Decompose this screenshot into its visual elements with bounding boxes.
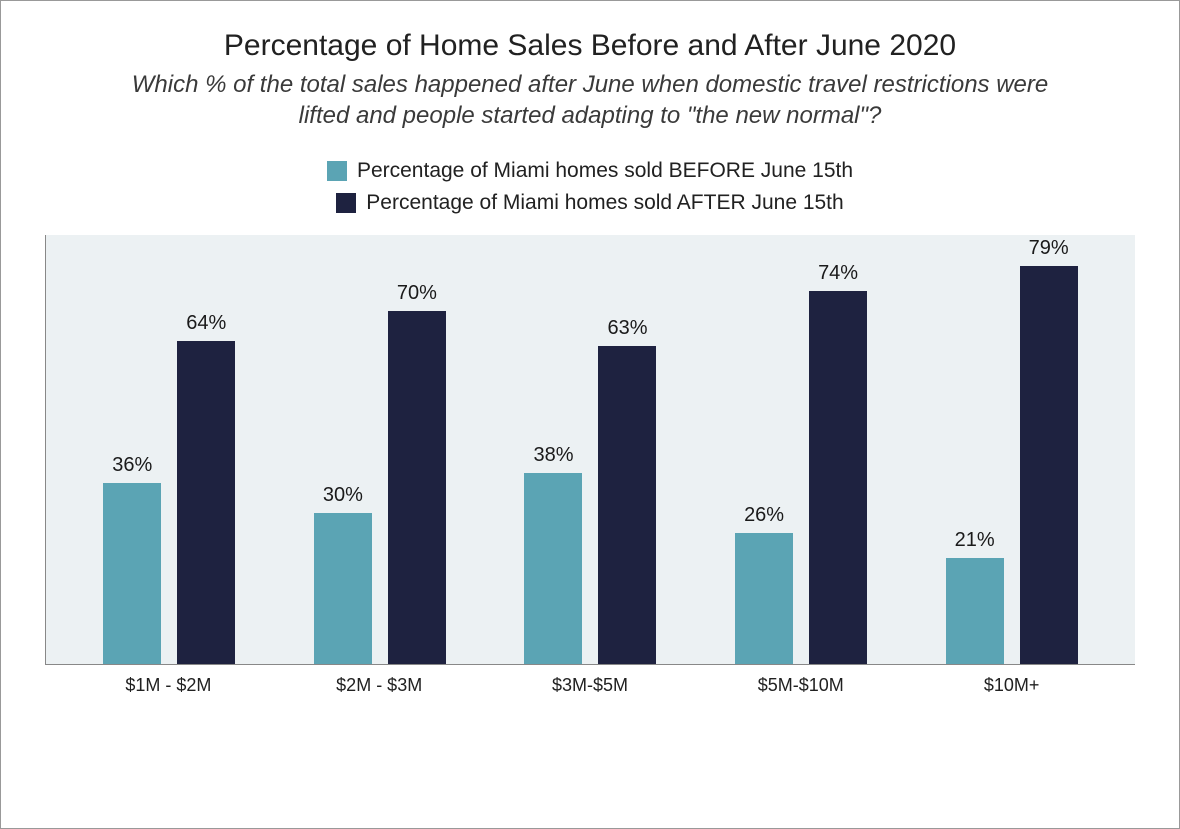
bar-group: 30% 70% [275,235,486,664]
bar-group: 36% 64% [64,235,275,664]
x-axis-label: $1M - $2M [63,675,274,696]
x-axis-label: $10M+ [906,675,1117,696]
x-axis-label: $2M - $3M [274,675,485,696]
bar-group: 21% 79% [906,235,1117,664]
bar-value-label: 21% [955,529,995,552]
bar-after [598,346,656,664]
bar-col-before: 26% [735,235,793,664]
bar-col-before: 30% [314,235,372,664]
bar-before [735,533,793,664]
bar-before [314,513,372,664]
bar-col-after: 64% [177,235,235,664]
bar-before [946,558,1004,664]
bar-col-after: 70% [388,235,446,664]
bar-value-label: 64% [186,312,226,335]
x-axis-label: $5M-$10M [695,675,906,696]
bar-col-after: 74% [809,235,867,664]
bar-after [809,291,867,664]
bar-col-after: 79% [1020,235,1078,664]
legend-item-after: Percentage of Miami homes sold AFTER Jun… [45,191,1135,215]
bar-before [524,473,582,665]
bar-value-label: 26% [744,504,784,527]
bar-value-label: 36% [112,454,152,477]
legend-swatch-before [327,161,347,181]
bar-group: 26% 74% [696,235,907,664]
bar-value-label: 70% [397,282,437,305]
chart-legend: Percentage of Miami homes sold BEFORE Ju… [45,159,1135,215]
legend-swatch-after [336,193,356,213]
chart-title: Percentage of Home Sales Before and Afte… [45,29,1135,63]
bar-col-after: 63% [598,235,656,664]
chart-plot-area: 36% 64% 30% 70% 38% 63% 26% 74% 21% 79% [45,235,1135,665]
legend-label-before: Percentage of Miami homes sold BEFORE Ju… [357,159,853,183]
bar-before [103,483,161,665]
bar-value-label: 79% [1029,237,1069,260]
bar-col-before: 38% [524,235,582,664]
chart-plot-wrap: 36% 64% 30% 70% 38% 63% 26% 74% 21% 79% $1M - $2M… [45,235,1135,696]
legend-label-after: Percentage of Miami homes sold AFTER Jun… [366,191,843,215]
bar-after [177,341,235,664]
bar-after [388,311,446,664]
legend-item-before: Percentage of Miami homes sold BEFORE Ju… [45,159,1135,183]
x-axis-label: $3M-$5M [485,675,696,696]
bar-value-label: 74% [818,262,858,285]
bar-value-label: 38% [533,444,573,467]
bar-value-label: 63% [607,317,647,340]
bar-group: 38% 63% [485,235,696,664]
bar-value-label: 30% [323,484,363,507]
chart-subtitle: Which % of the total sales happened afte… [45,69,1135,131]
bar-col-before: 36% [103,235,161,664]
x-axis: $1M - $2M$2M - $3M$3M-$5M$5M-$10M$10M+ [45,665,1135,696]
chart-container: Percentage of Home Sales Before and Afte… [0,0,1180,829]
bar-col-before: 21% [946,235,1004,664]
bar-after [1020,266,1078,665]
bar-groups: 36% 64% 30% 70% 38% 63% 26% 74% 21% 79% [46,235,1135,664]
